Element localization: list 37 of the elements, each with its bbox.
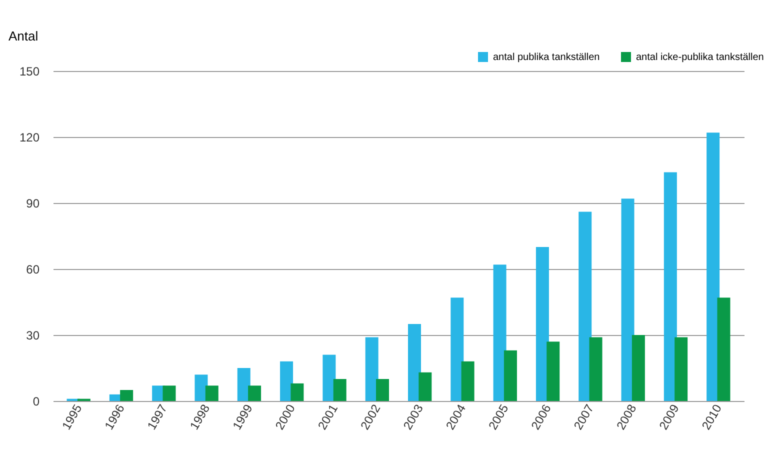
y-tick-label: 0 bbox=[32, 394, 40, 408]
y-tick-label: 90 bbox=[26, 196, 40, 210]
bar bbox=[621, 198, 634, 401]
bar bbox=[120, 390, 134, 401]
bar bbox=[162, 386, 176, 401]
bar bbox=[194, 374, 208, 401]
bar bbox=[632, 335, 645, 401]
bar bbox=[504, 350, 517, 401]
bar bbox=[248, 386, 262, 401]
y-tick-label: 60 bbox=[26, 262, 40, 276]
y-tick-label: 150 bbox=[19, 64, 40, 78]
bar bbox=[578, 212, 592, 401]
legend-label: antal icke-publika tankställen bbox=[636, 52, 764, 63]
bar bbox=[290, 383, 304, 401]
bar bbox=[280, 361, 294, 401]
bar bbox=[450, 298, 464, 401]
legend-label: antal publika tankställen bbox=[493, 52, 600, 63]
bar bbox=[664, 172, 677, 401]
bar bbox=[408, 324, 421, 401]
bar bbox=[237, 368, 250, 401]
bar bbox=[546, 342, 560, 401]
bar bbox=[333, 379, 346, 401]
bar bbox=[205, 386, 218, 401]
bar bbox=[717, 298, 730, 401]
bar bbox=[322, 354, 336, 401]
bar bbox=[536, 247, 549, 401]
bar bbox=[493, 264, 506, 401]
y-tick-label: 30 bbox=[26, 328, 40, 342]
bar bbox=[706, 132, 720, 401]
bar bbox=[589, 337, 602, 401]
y-axis-title: Antal bbox=[8, 28, 38, 44]
bar bbox=[418, 372, 432, 401]
y-tick-label: 120 bbox=[19, 130, 40, 144]
bar bbox=[461, 361, 474, 401]
bar bbox=[376, 379, 390, 401]
bar bbox=[365, 337, 378, 401]
bar bbox=[674, 337, 688, 401]
